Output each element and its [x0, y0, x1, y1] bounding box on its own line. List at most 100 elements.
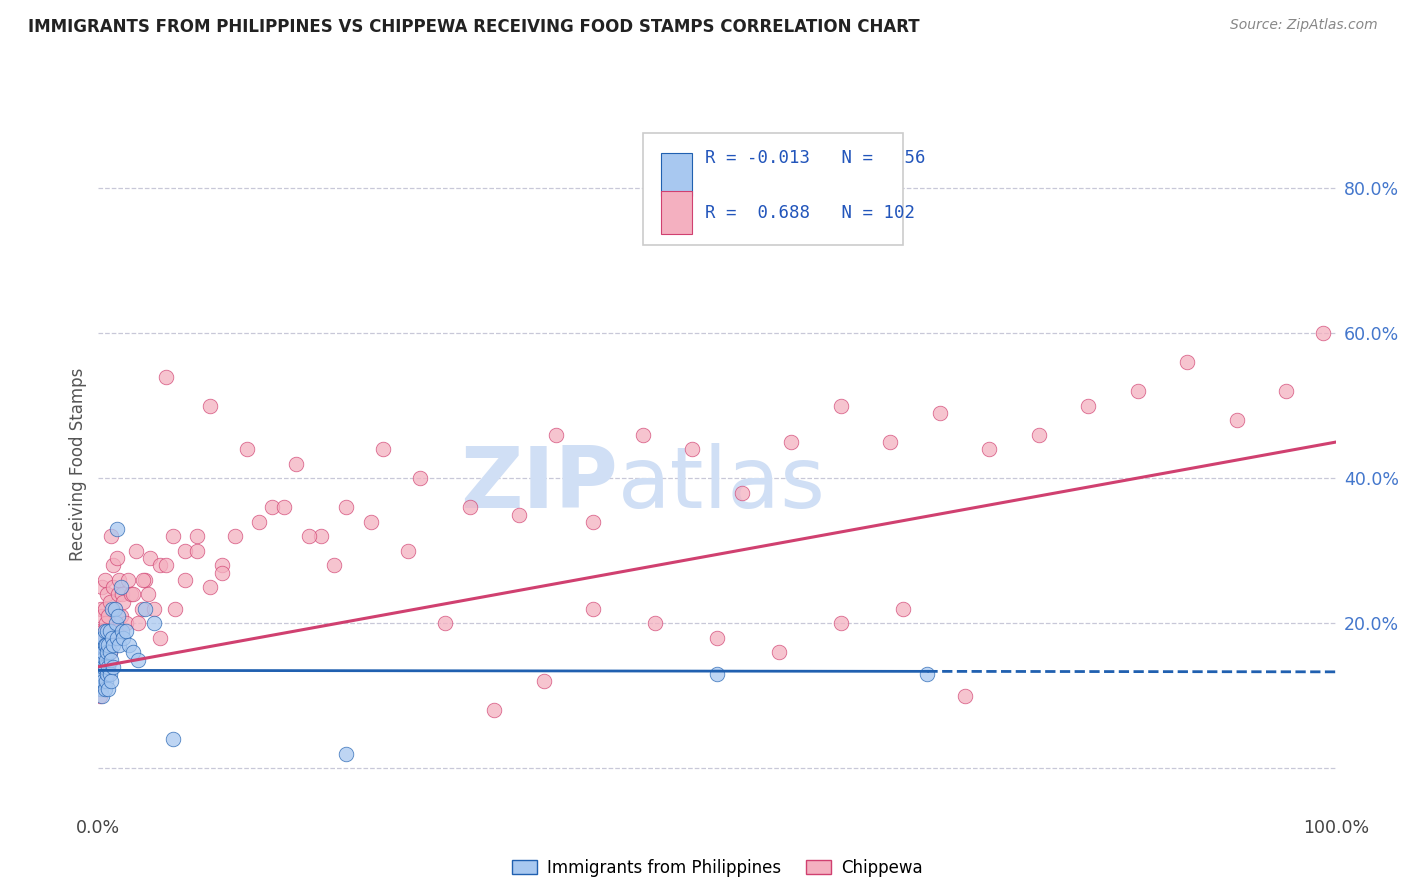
Point [139, 551, 162, 566]
Point [105, 522, 128, 536]
Point [143, 616, 166, 631]
Point [979, 442, 1001, 457]
Point [131, 602, 153, 616]
Point [891, 602, 914, 616]
Point [149, 558, 172, 573]
Point [93, 624, 115, 638]
Point [309, 529, 332, 543]
Point [90, 602, 112, 616]
Text: R = -0.013   N =   56: R = -0.013 N = 56 [704, 149, 925, 167]
Point [224, 529, 246, 543]
Point [484, 703, 506, 717]
Point [134, 573, 156, 587]
Point [114, 616, 136, 631]
Point [149, 631, 172, 645]
Point [731, 485, 754, 500]
Point [1126, 384, 1149, 399]
Point [1175, 355, 1198, 369]
Point [90, 638, 112, 652]
Point [98, 667, 121, 681]
Point [91, 689, 114, 703]
Point [768, 645, 790, 659]
Point [91, 609, 114, 624]
FancyBboxPatch shape [643, 134, 903, 244]
Point [93, 631, 115, 645]
Point [371, 442, 394, 457]
Point [928, 406, 950, 420]
Point [186, 543, 208, 558]
Point [508, 508, 530, 522]
Point [91, 638, 114, 652]
Point [103, 602, 125, 616]
Point [122, 645, 145, 659]
Point [298, 529, 321, 543]
Point [108, 638, 131, 652]
Point [582, 515, 605, 529]
Point [93, 660, 115, 674]
Point [1312, 326, 1334, 341]
Point [396, 543, 419, 558]
Point [174, 543, 197, 558]
Point [104, 624, 127, 638]
Point [124, 543, 146, 558]
Point [93, 573, 115, 587]
Point [706, 631, 728, 645]
Point [94, 638, 117, 652]
Point [91, 652, 114, 666]
Point [360, 515, 382, 529]
Point [93, 660, 115, 674]
Point [98, 624, 121, 638]
Point [89, 645, 111, 659]
Point [89, 674, 111, 689]
Point [533, 674, 555, 689]
Text: atlas: atlas [619, 443, 827, 526]
Point [108, 573, 131, 587]
Text: Source: ZipAtlas.com: Source: ZipAtlas.com [1230, 18, 1378, 32]
Legend: Immigrants from Philippines, Chippewa: Immigrants from Philippines, Chippewa [505, 852, 929, 883]
Point [127, 652, 149, 666]
Point [110, 580, 132, 594]
Point [93, 624, 115, 638]
Point [582, 602, 605, 616]
Point [104, 616, 127, 631]
Point [96, 645, 118, 659]
Text: IMMIGRANTS FROM PHILIPPINES VS CHIPPEWA RECEIVING FOOD STAMPS CORRELATION CHART: IMMIGRANTS FROM PHILIPPINES VS CHIPPEWA … [28, 18, 920, 36]
Point [103, 558, 125, 573]
Point [1028, 428, 1050, 442]
Point [211, 566, 233, 580]
Point [143, 602, 166, 616]
Point [96, 638, 118, 652]
Point [211, 558, 233, 573]
Point [111, 587, 134, 601]
Point [100, 631, 122, 645]
Point [780, 435, 803, 450]
Point [90, 652, 112, 666]
Point [94, 674, 117, 689]
Point [631, 428, 654, 442]
Point [90, 681, 112, 696]
Point [93, 645, 115, 659]
Point [458, 500, 481, 515]
Point [101, 624, 124, 638]
Point [93, 602, 115, 616]
Point [162, 529, 184, 543]
Point [105, 631, 128, 645]
Point [155, 369, 177, 384]
Point [917, 667, 939, 681]
Point [94, 660, 117, 674]
Point [830, 616, 852, 631]
Point [165, 602, 187, 616]
Point [105, 551, 128, 566]
Point [644, 616, 666, 631]
Point [103, 660, 125, 674]
Point [236, 442, 259, 457]
Point [174, 573, 197, 587]
Point [546, 428, 568, 442]
Point [97, 667, 120, 681]
Point [91, 631, 114, 645]
Point [98, 645, 121, 659]
Point [97, 609, 120, 624]
Point [107, 587, 129, 601]
Point [260, 500, 283, 515]
Point [93, 681, 115, 696]
